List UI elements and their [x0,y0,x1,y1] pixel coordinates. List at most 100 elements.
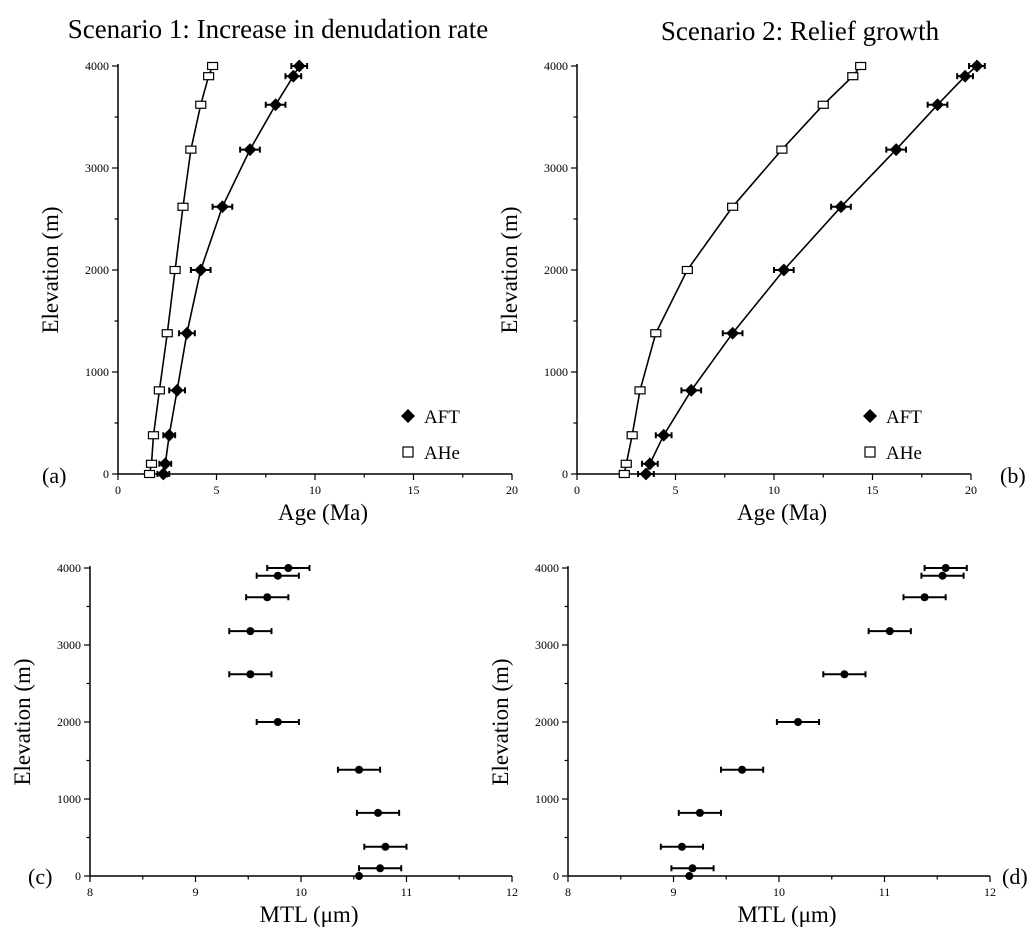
data-point-ahe [626,431,638,440]
data-point-aft [777,263,791,277]
panel-d: 8 9 10 11 12 0 1000 2000 3000 4000 MTL (μm) Elevati… [488,561,1028,927]
data-point-mtl [840,670,849,679]
data-point-mtl [263,593,272,602]
x-tick-label-a: 10 [309,483,321,497]
data-point-ahe [161,329,173,338]
data-point-mtl [273,718,282,726]
y-tick-label-b: 2000 [544,263,568,277]
data-point-aft [158,457,172,471]
data-point-mtl [938,571,947,580]
legend-b: AFT AHe [863,407,922,464]
panel-c: 8 9 10 11 12 0 1000 2000 3000 4000 MTL (μm) Elevati… [10,561,518,927]
series-b-AHe [618,61,867,479]
data-point-aft [834,200,848,214]
data-point-aft [194,263,208,277]
y-tick-label-d: 4000 [535,561,559,575]
data-point-mtl [738,765,747,774]
legend-marker-AFT [401,409,415,423]
x-tick-label-c: 8 [87,885,93,899]
data-point-mtl [695,808,704,817]
data-point-mtl [374,808,383,817]
legend-marker-AHe [402,446,414,458]
data-point-mtl [246,627,255,636]
data-point-ahe [203,72,215,81]
legend-a: AFT AHe [401,407,460,464]
data-point-aft [292,59,306,73]
x-tick-label-d: 10 [773,885,785,899]
x-tick-label-a: 5 [214,483,220,497]
series-a-AFT [156,59,309,481]
x-tick-label-b: 5 [673,483,679,497]
data-point-aft [958,69,972,83]
data-point-ahe [195,100,207,109]
data-point-ahe [177,202,189,211]
legend-marker-AHe [864,446,876,458]
data-point-ahe [145,459,158,468]
x-tick-label-c: 11 [401,885,413,899]
series-c-0 [228,564,408,880]
x-axis-label-b: Age (Ma) [737,500,827,525]
y-tick-label-d: 3000 [535,638,559,652]
data-point-ahe [147,431,160,440]
data-point-ahe [153,386,165,395]
legend-marker-AFT [863,409,877,423]
data-point-mtl [677,842,686,851]
legend-label-AHe: AHe [424,443,460,464]
data-point-ahe [650,329,662,338]
series-a-AHe [143,61,219,479]
x-tick-label-b: 15 [867,483,879,497]
panel-label-c: (c) [28,864,52,889]
y-tick-label-a: 4000 [85,59,109,73]
x-axis-label-a: Age (Ma) [278,500,368,525]
y-tick-label-d: 2000 [535,715,559,729]
panel-a: Scenario 1: Increase in denudation rate 0… [38,14,518,525]
data-point-aft [643,457,657,471]
y-tick-label-c: 3000 [57,638,81,652]
data-point-aft [170,383,184,397]
data-point-aft [970,59,984,73]
data-point-aft [889,143,903,157]
y-tick-label-c: 0 [75,869,81,883]
y-tick-label-b: 3000 [544,161,568,175]
data-point-aft [639,467,653,481]
y-axis-label-d: Elevation (m) [488,658,513,785]
data-point-aft [657,428,671,442]
legend-label-AFT: AFT [886,407,922,428]
data-point-ahe [817,100,829,109]
x-tick-label-b: 0 [574,483,580,497]
data-point-aft [286,69,300,83]
y-tick-label-b: 1000 [544,365,568,379]
chart-title-a: Scenario 1: Increase in denudation rate [68,14,489,44]
data-point-mtl [688,864,697,873]
x-tick-label-d: 9 [671,885,677,899]
series-b-AFT [637,59,986,481]
x-tick-label-b: 20 [965,483,977,497]
y-axis-label-c: Elevation (m) [10,658,35,785]
data-point-aft [269,98,283,112]
data-point-ahe [185,145,197,154]
data-point-aft [931,98,944,112]
y-tick-label-b: 4000 [544,59,568,73]
x-axis-label-c: MTL (μm) [260,902,359,927]
data-point-ahe [727,202,739,211]
data-point-mtl [920,593,929,602]
data-point-mtl [685,872,694,880]
y-tick-label-a: 1000 [85,365,109,379]
y-axis-label-b: Elevation (m) [497,206,522,333]
x-tick-label-d: 8 [565,885,571,899]
data-point-mtl [284,564,293,572]
series-d-0 [659,564,968,880]
x-tick-label-b: 10 [768,483,780,497]
y-tick-label-d: 0 [553,869,559,883]
data-point-ahe [634,386,646,395]
y-tick-label-a: 3000 [85,161,109,175]
data-point-aft [156,467,170,481]
panel-b: Scenario 2: Relief growth 0 5 10 15 20 0 1000 20… [497,16,1026,525]
data-point-ahe [618,469,630,479]
data-point-mtl [941,564,950,572]
panel-label-a: (a) [42,463,66,488]
x-tick-label-c: 12 [506,885,518,899]
y-tick-label-c: 2000 [57,715,81,729]
data-point-mtl [355,872,364,880]
